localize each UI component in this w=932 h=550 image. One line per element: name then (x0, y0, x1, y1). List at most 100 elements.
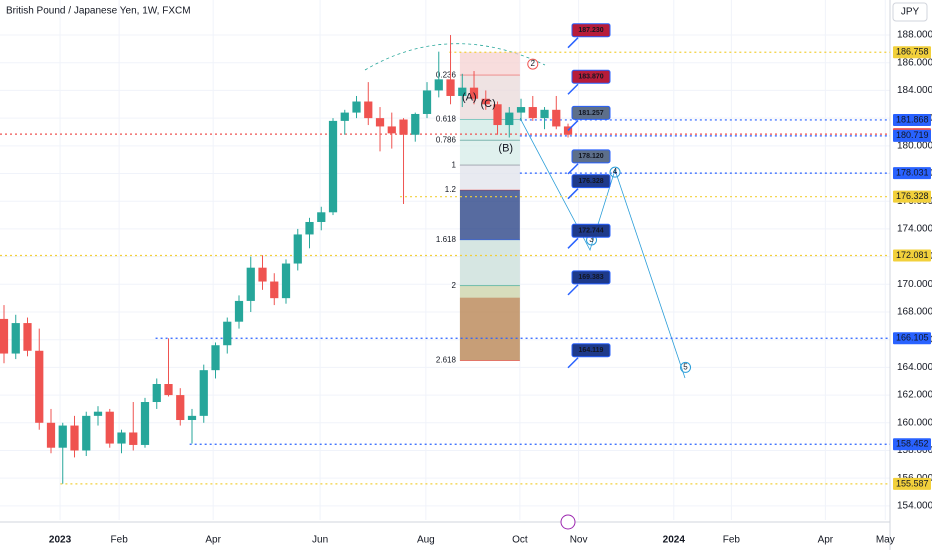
candle-body (140, 402, 150, 445)
candle-body (552, 109, 561, 127)
candle-body (387, 126, 396, 134)
events-icon[interactable] (560, 514, 576, 530)
candle-body (305, 221, 314, 235)
y-tick-label: 154.000 (897, 501, 932, 512)
candle-body (246, 267, 255, 301)
callout-pointer (567, 284, 579, 296)
x-tick-label: May (876, 535, 895, 546)
candle-body (82, 415, 91, 451)
fib-label: 2 (451, 281, 456, 290)
fib-zone (459, 297, 520, 361)
candle-body (234, 300, 244, 322)
candle-body (364, 101, 373, 119)
candle-body (129, 432, 138, 445)
candle-body (540, 109, 549, 119)
callout-box (571, 270, 611, 285)
candle-body (152, 384, 161, 403)
currency-button[interactable] (892, 2, 928, 22)
wave-label: 3 (589, 235, 594, 244)
fib-label: 0.236 (436, 70, 457, 79)
candle-body (164, 384, 173, 396)
candle-body (223, 321, 232, 346)
x-tick-label: Feb (723, 535, 741, 546)
callout-box (571, 105, 611, 120)
callout-label: 169.383 (578, 274, 603, 281)
price-label: 176.328 (896, 191, 929, 201)
callout-pointer (567, 37, 579, 49)
candle-body (446, 79, 455, 96)
price-label: 155.587 (896, 478, 929, 488)
x-tick-label: Aug (417, 535, 435, 546)
price-label: 186.758 (896, 47, 929, 57)
y-tick-label: 186.000 (897, 57, 932, 68)
candle-body (211, 345, 220, 371)
candle-body (258, 267, 267, 282)
price-label-box (893, 477, 931, 490)
callout-label: 176.328 (578, 178, 603, 185)
candle-body (340, 112, 349, 121)
price-label-box (893, 438, 931, 451)
fib-label: 1 (451, 160, 456, 169)
wave-circle (609, 166, 621, 178)
x-tick-label: 2023 (49, 535, 72, 546)
candle-body (352, 101, 361, 113)
fib-zone (459, 165, 520, 191)
wave-circle (527, 58, 539, 70)
candle-body (493, 104, 502, 126)
candle-body (563, 126, 573, 135)
wave-label: 5 (683, 363, 688, 372)
candle-body (422, 90, 432, 114)
projection-path (519, 117, 686, 379)
y-tick-label: 164.000 (897, 362, 932, 373)
price-label-box (893, 249, 931, 262)
chart-title: British Pound / Japanese Yen, 1W, FXCM (6, 6, 191, 17)
callout-box (571, 149, 611, 164)
x-tick-label: Nov (570, 535, 588, 546)
price-label-box (893, 167, 931, 180)
callout-label: 187.230 (578, 27, 603, 34)
candle-body (469, 87, 479, 99)
price-label-box (893, 332, 931, 345)
candle-body (46, 422, 56, 448)
callout-pointer (567, 357, 579, 369)
y-tick-label: 158.000 (897, 445, 932, 456)
candle-body (270, 281, 279, 299)
x-tick-label: Apr (205, 535, 221, 546)
fib-label: 1.2 (445, 185, 457, 194)
candle-body (293, 234, 302, 264)
wave-label: 4 (613, 167, 618, 176)
candle-body (187, 415, 197, 421)
candle-body (505, 112, 514, 126)
candle-body (70, 425, 79, 451)
candle-body (23, 323, 32, 351)
candle-body (434, 79, 443, 91)
callout-pointer (567, 237, 579, 249)
price-label: 172.081 (896, 250, 929, 260)
candle-body (375, 118, 385, 127)
callout-pointer (567, 188, 579, 200)
price-label-box (893, 46, 931, 59)
candle-body (199, 370, 208, 416)
callout-label: 183.870 (578, 74, 603, 81)
candle-body (35, 350, 44, 423)
candle-body (58, 425, 67, 448)
callout-box (571, 69, 611, 84)
wave-label: 2 (531, 59, 536, 68)
candle-body (0, 318, 9, 354)
price-label-box (893, 113, 931, 126)
callout-pointer (567, 163, 579, 175)
fib-zone (459, 140, 520, 166)
callout-box (571, 343, 611, 358)
x-tick-label: Jun (312, 535, 328, 546)
wave-label: (B) (498, 142, 513, 154)
x-tick-label: Oct (512, 535, 528, 546)
fib-label: 2.618 (436, 356, 457, 365)
candle-body (317, 212, 326, 222)
candle-body (411, 113, 420, 135)
candle-body (93, 411, 103, 416)
price-label: 180.719 (896, 130, 929, 140)
currency[interactable]: JPY (901, 7, 920, 18)
fib-label: 1.618 (436, 235, 457, 244)
callout-label: 181.257 (578, 110, 603, 117)
